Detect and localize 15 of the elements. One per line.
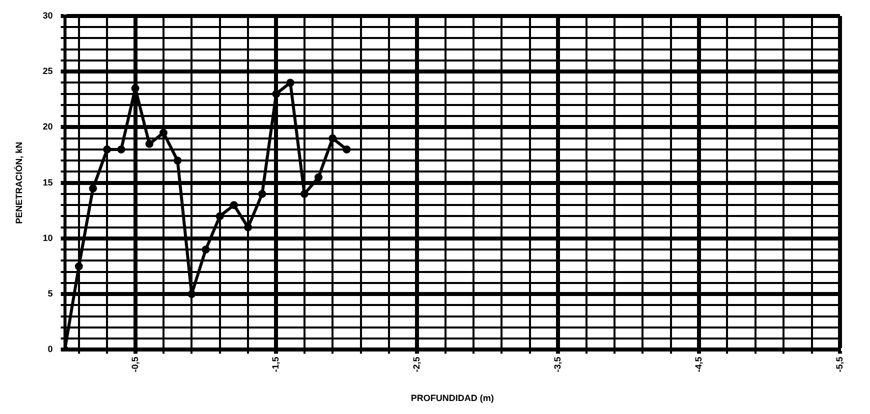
y-tick-label: 0: [48, 344, 53, 354]
y-tick-label: 10: [42, 232, 53, 243]
y-tick-label: 25: [42, 66, 53, 76]
y-tick-label: 15: [42, 177, 53, 188]
y-tick-label: 30: [42, 10, 53, 20]
x-tick-label: -0,5: [130, 356, 140, 372]
y-axis-title: PENETRACIÓN, kN: [14, 142, 24, 224]
y-tick-label: 5: [48, 288, 53, 299]
x-axis-title: PROFUNDIDAD (m): [410, 393, 494, 404]
x-tick-label: -1,5: [270, 356, 281, 372]
x-tick-label: -5,5: [834, 356, 844, 372]
x-tick-label: -3,5: [552, 356, 563, 372]
y-tick-label: 20: [42, 122, 53, 132]
x-tick-label: -2,5: [412, 356, 422, 372]
x-tick-label: -4,5: [694, 356, 704, 372]
